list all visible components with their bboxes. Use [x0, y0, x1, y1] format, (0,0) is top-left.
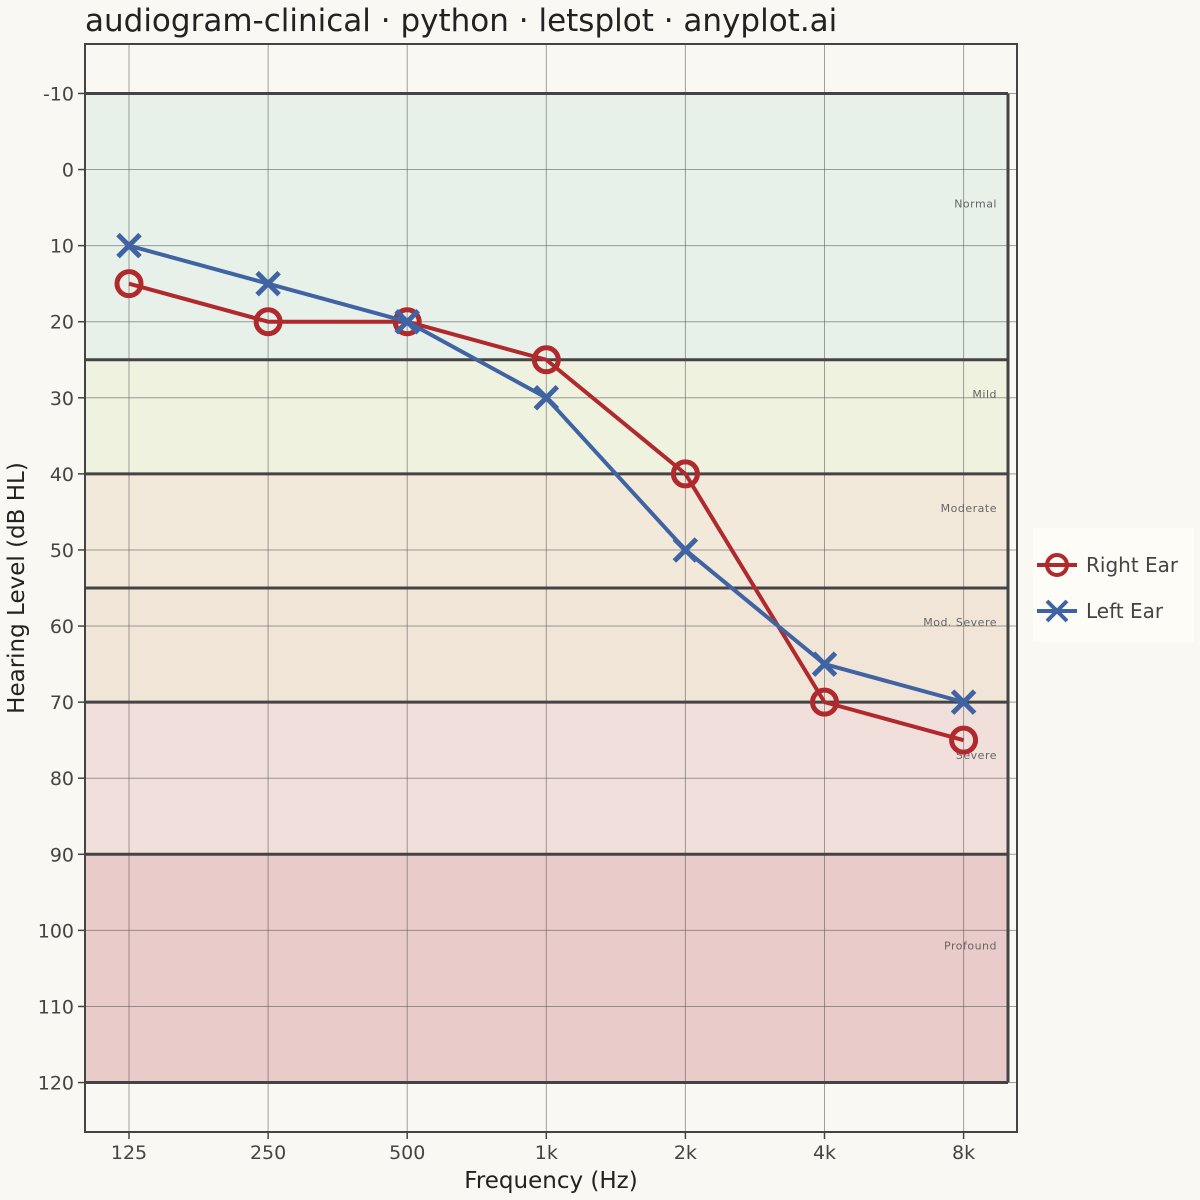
series-line-right-ear — [128, 281, 965, 743]
data-point-right-ear — [253, 307, 283, 337]
y-tick-label: 0 — [62, 160, 74, 182]
y-tick-label: 80 — [50, 768, 74, 790]
band-label-normal: Normal — [954, 198, 997, 211]
legend-item-right-ear: Right Ear — [1037, 553, 1179, 577]
y-tick-label: 100 — [38, 920, 74, 942]
data-point-right-ear — [114, 269, 144, 299]
data-point-left-ear — [255, 270, 281, 297]
data-point-left-ear — [811, 651, 838, 677]
data-point-left-ear — [116, 232, 142, 259]
x-tick-label: 500 — [389, 1142, 425, 1164]
y-tick-label: -10 — [43, 83, 74, 105]
x-tick-label: 4k — [813, 1142, 836, 1164]
legend-item-left-ear: Left Ear — [1037, 599, 1164, 623]
chart-title: audiogram-clinical · python · letsplot ·… — [85, 3, 837, 39]
x-axis-ticks: 125 250 500 1k 2k 4k 8k — [111, 1132, 975, 1164]
legend-box — [1033, 528, 1194, 642]
data-point-left-ear — [950, 689, 977, 715]
y-tick-label: 10 — [50, 236, 74, 258]
x-tick-label: 8k — [952, 1142, 975, 1164]
legend-swatch-marker — [1045, 599, 1069, 623]
x-tick-label: 2k — [674, 1142, 697, 1164]
band-label-mod-severe: Mod. Severe — [923, 616, 997, 629]
data-point-right-ear — [531, 345, 561, 375]
x-tick-label: 1k — [535, 1142, 558, 1164]
y-tick-label: 30 — [50, 388, 74, 410]
data-point-right-ear — [810, 687, 839, 717]
band-label-profound: Profound — [944, 939, 997, 952]
series-layer — [114, 232, 979, 755]
band-label-mild: Mild — [972, 388, 997, 401]
y-tick-label: 120 — [38, 1073, 74, 1095]
y-tick-label: 40 — [50, 464, 74, 486]
x-axis-title: Frequency (Hz) — [464, 1168, 637, 1194]
x-tick-label: 125 — [111, 1142, 147, 1164]
data-point-right-ear — [392, 307, 422, 337]
series-right-ear — [114, 269, 979, 755]
y-tick-label: 50 — [50, 540, 74, 562]
y-tick-label: 110 — [38, 996, 74, 1018]
y-tick-label: 90 — [50, 844, 74, 866]
band-boundaries — [85, 91, 1010, 1085]
y-tick-label: 70 — [50, 692, 74, 714]
data-point-left-ear — [533, 385, 560, 411]
y-axis-title: Hearing Level (dB HL) — [4, 462, 30, 714]
band-label-moderate: Moderate — [941, 502, 997, 515]
data-point-right-ear — [949, 725, 979, 755]
y-tick-label: 20 — [50, 312, 74, 334]
legend-swatch-marker — [1045, 553, 1069, 577]
data-point-right-ear — [670, 459, 700, 489]
y-axis-ticks: -10 0 10 20 30 40 50 60 70 80 90 100 110 120 — [38, 83, 85, 1095]
data-point-left-ear — [672, 537, 699, 563]
legend-label: Right Ear — [1086, 553, 1179, 577]
series-left-ear — [116, 232, 977, 715]
data-point-left-ear — [394, 308, 420, 335]
legend-label: Left Ear — [1086, 599, 1164, 623]
x-tick-label: 250 — [250, 1142, 286, 1164]
legend: Right Ear Left Ear — [1033, 528, 1194, 642]
y-tick-label: 60 — [50, 616, 74, 638]
plot-frame — [84, 43, 1018, 1133]
